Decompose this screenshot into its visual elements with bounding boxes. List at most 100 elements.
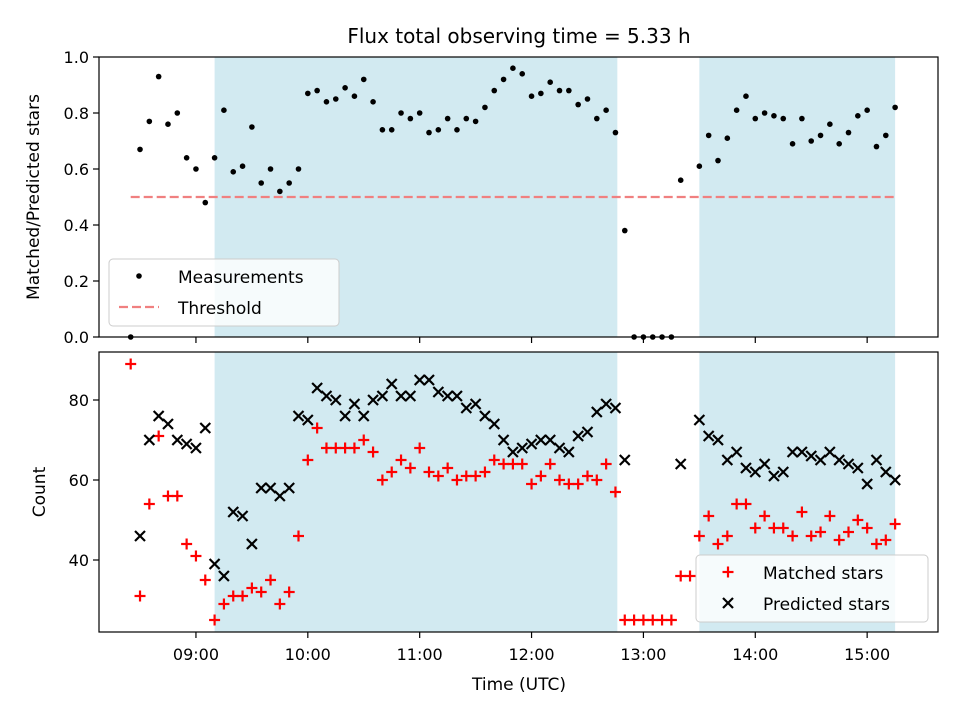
- matched-star-point: [358, 434, 370, 446]
- measurement-point: [817, 132, 824, 139]
- measurement-point: [519, 71, 526, 77]
- matched-star-point: [731, 498, 743, 510]
- matched-star-point: [787, 530, 799, 542]
- measurement-point: [342, 85, 348, 91]
- measurement-point: [482, 104, 488, 111]
- predicted-star-point: [395, 390, 407, 402]
- matched-star-point: [246, 582, 258, 594]
- measurement-point: [183, 155, 190, 161]
- predicted-star-point: [199, 422, 212, 434]
- predicted-star-point: [749, 466, 762, 478]
- predicted-star-point: [357, 410, 370, 422]
- predicted-star-point: [320, 390, 333, 402]
- matched-star-point: [581, 470, 593, 482]
- shaded-interval: [214, 352, 618, 632]
- predicted-star-point: [768, 470, 780, 482]
- measurement-point: [566, 87, 572, 94]
- y-tick-label: 0.4: [64, 216, 89, 235]
- measurement-point: [137, 146, 143, 153]
- measurement-point: [258, 180, 265, 186]
- measurement-point: [267, 166, 274, 172]
- matched-star-point: [404, 462, 416, 474]
- chart-title: Flux total observing time = 5.33 h: [347, 24, 690, 48]
- measurement-point: [743, 93, 749, 99]
- matched-star-point: [628, 614, 640, 626]
- matched-star-point: [209, 614, 221, 626]
- y-tick-label: 40: [69, 551, 89, 570]
- predicted-star-point: [152, 410, 165, 422]
- matched-star-point: [460, 470, 472, 482]
- measurement-point: [612, 129, 619, 136]
- predicted-star-point: [460, 402, 473, 414]
- predicted-star-point: [740, 462, 752, 474]
- measurement-point: [472, 118, 479, 125]
- measurement-point: [239, 163, 246, 169]
- matched-star-point: [423, 466, 435, 478]
- predicted-star-point: [134, 530, 146, 542]
- predicted-star-point: [516, 442, 529, 454]
- matched-star-point: [637, 614, 649, 626]
- matched-star-point: [283, 586, 295, 598]
- measurement-point: [146, 118, 153, 125]
- measurement-point: [314, 87, 320, 94]
- y-tick-label: 0.0: [64, 328, 89, 347]
- measurement-point: [696, 163, 703, 169]
- y-tick-label: 0.8: [64, 104, 89, 123]
- predicted-star-point: [805, 450, 817, 462]
- matched-star-point: [488, 454, 500, 466]
- predicted-star-point: [367, 394, 379, 406]
- predicted-star-point: [162, 418, 174, 430]
- measurement-point: [416, 110, 423, 116]
- predicted-star-point: [870, 454, 883, 466]
- measurement-point: [584, 96, 591, 102]
- predicted-star-point: [227, 506, 240, 518]
- matched-star-point: [227, 590, 239, 602]
- predicted-star-point: [264, 482, 277, 494]
- measurement-point: [771, 113, 777, 119]
- matched-star-point: [749, 522, 761, 534]
- matched-star-point: [143, 498, 155, 510]
- matched-star-point: [442, 462, 454, 474]
- matched-star-point: [451, 474, 463, 486]
- y-tick-label: 60: [69, 471, 89, 490]
- measurement-point: [435, 127, 442, 133]
- x-tick-label: 13:00: [620, 645, 666, 664]
- predicted-star-point: [246, 538, 258, 550]
- measurement-point: [873, 143, 880, 150]
- bottom-y-axis-label: Count: [30, 466, 50, 517]
- y-tick-label: 1.0: [64, 48, 89, 67]
- axes-frame: [98, 56, 939, 338]
- matched-star-point: [861, 522, 873, 534]
- measurement-point: [547, 79, 553, 85]
- predicted-star-point: [777, 466, 790, 478]
- matched-star-point: [348, 442, 360, 454]
- measurement-point: [454, 127, 460, 133]
- matched-star-point: [712, 538, 724, 550]
- predicted-star-point: [861, 478, 873, 490]
- axes-frame: [98, 351, 939, 633]
- measurement-point: [332, 96, 339, 102]
- predicted-star-point: [507, 446, 519, 458]
- predicted-star-point: [544, 434, 556, 446]
- matched-star-point: [311, 422, 323, 434]
- top-legend: Measurements Threshold: [108, 258, 340, 327]
- matched-star-point: [656, 614, 668, 626]
- predicted-star-point: [423, 374, 435, 386]
- predicted-star-point: [339, 410, 351, 422]
- matched-star-point: [600, 458, 612, 470]
- top-y-axis-label: Matched/Predicted stars: [24, 94, 44, 300]
- measurement-point: [277, 188, 283, 195]
- matched-star-point: [181, 538, 193, 550]
- bottom-legend: Matched stars Predicted stars: [695, 554, 929, 623]
- predicted-star-point: [330, 394, 342, 406]
- matched-star-point: [796, 506, 808, 518]
- measurement-point: [379, 127, 386, 133]
- predicted-star-point: [730, 446, 743, 458]
- measurement-point: [761, 110, 768, 116]
- predicted-star-point: [404, 390, 417, 402]
- measurement-points: [127, 65, 898, 340]
- measurement-point: [780, 115, 787, 122]
- matched-star-point: [647, 614, 659, 626]
- measurement-point: [351, 93, 358, 99]
- matched-star-point: [199, 574, 211, 586]
